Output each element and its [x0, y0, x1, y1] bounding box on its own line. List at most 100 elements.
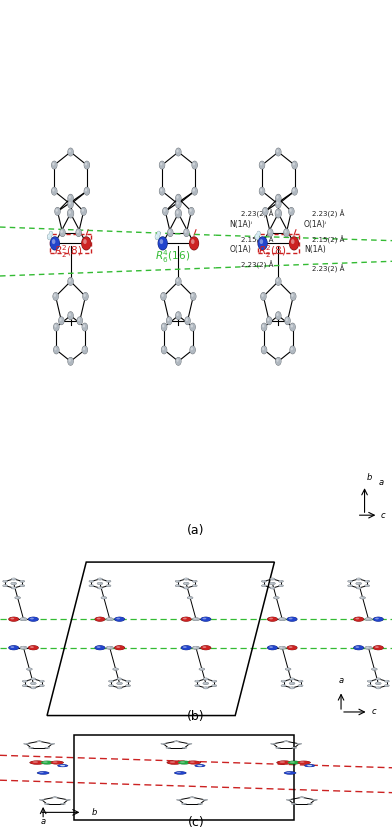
Circle shape: [20, 585, 22, 586]
Circle shape: [365, 580, 370, 583]
Circle shape: [189, 797, 195, 798]
Circle shape: [280, 647, 283, 648]
Circle shape: [176, 196, 179, 198]
Circle shape: [275, 311, 281, 320]
Circle shape: [260, 239, 263, 244]
Circle shape: [189, 208, 194, 215]
Text: $R^4_6(16)$: $R^4_6(16)$: [155, 248, 190, 266]
Circle shape: [289, 237, 299, 251]
Circle shape: [3, 584, 8, 587]
Circle shape: [293, 163, 295, 165]
Circle shape: [24, 743, 29, 745]
Circle shape: [20, 646, 27, 650]
Circle shape: [287, 646, 297, 650]
Circle shape: [189, 345, 196, 354]
Circle shape: [276, 148, 281, 156]
Circle shape: [167, 760, 182, 764]
Circle shape: [267, 229, 273, 237]
Circle shape: [77, 316, 83, 325]
Circle shape: [114, 645, 125, 650]
Circle shape: [166, 317, 172, 325]
Circle shape: [266, 316, 272, 325]
Circle shape: [159, 188, 165, 195]
Circle shape: [80, 207, 87, 216]
Circle shape: [199, 667, 205, 671]
Circle shape: [50, 232, 51, 234]
Circle shape: [114, 617, 125, 622]
Circle shape: [276, 313, 279, 316]
Circle shape: [175, 200, 181, 208]
Circle shape: [267, 646, 278, 650]
Circle shape: [356, 582, 362, 585]
Circle shape: [160, 292, 167, 300]
Circle shape: [262, 325, 264, 328]
Circle shape: [356, 587, 361, 589]
Circle shape: [191, 294, 194, 297]
Circle shape: [159, 187, 165, 196]
Circle shape: [361, 597, 363, 598]
Circle shape: [283, 229, 289, 237]
Circle shape: [117, 678, 122, 681]
Circle shape: [203, 618, 206, 619]
Circle shape: [276, 200, 281, 208]
Text: 2.23(2) Å: 2.23(2) Å: [241, 261, 274, 269]
Circle shape: [187, 760, 201, 764]
Circle shape: [50, 237, 60, 251]
Circle shape: [365, 580, 370, 583]
Circle shape: [47, 234, 51, 240]
Circle shape: [28, 617, 38, 622]
Circle shape: [278, 584, 284, 587]
Circle shape: [197, 764, 200, 766]
Circle shape: [353, 617, 364, 622]
Text: b: b: [367, 473, 372, 482]
Circle shape: [53, 797, 57, 798]
Circle shape: [291, 325, 293, 328]
Circle shape: [384, 685, 389, 686]
Circle shape: [185, 317, 191, 325]
Circle shape: [270, 582, 275, 585]
Circle shape: [84, 161, 90, 169]
Circle shape: [186, 318, 188, 321]
Circle shape: [160, 163, 162, 165]
Circle shape: [159, 161, 165, 169]
Circle shape: [53, 761, 58, 763]
Circle shape: [97, 578, 103, 580]
Text: 2.23(2) Å: 2.23(2) Å: [312, 265, 344, 273]
Circle shape: [67, 277, 74, 286]
Circle shape: [117, 686, 122, 689]
Circle shape: [376, 678, 381, 680]
Circle shape: [191, 239, 194, 244]
Circle shape: [194, 685, 200, 687]
Circle shape: [23, 685, 25, 686]
Circle shape: [30, 618, 34, 619]
Circle shape: [54, 294, 56, 297]
Circle shape: [20, 618, 27, 621]
Text: (c): (c): [188, 816, 204, 829]
Circle shape: [289, 682, 295, 685]
Circle shape: [286, 772, 291, 773]
Circle shape: [20, 580, 25, 583]
Circle shape: [181, 617, 191, 622]
Circle shape: [59, 228, 65, 237]
Circle shape: [162, 207, 169, 216]
Circle shape: [53, 323, 60, 331]
Circle shape: [365, 646, 372, 649]
Circle shape: [166, 316, 172, 325]
Circle shape: [258, 237, 267, 250]
Circle shape: [261, 323, 267, 331]
Circle shape: [365, 646, 372, 650]
Circle shape: [366, 647, 369, 648]
Circle shape: [298, 680, 303, 682]
Circle shape: [37, 740, 42, 742]
Circle shape: [182, 747, 187, 749]
Circle shape: [292, 161, 298, 169]
Circle shape: [175, 209, 181, 217]
Circle shape: [163, 208, 168, 215]
Circle shape: [365, 584, 370, 587]
Circle shape: [191, 292, 196, 300]
Circle shape: [161, 743, 166, 745]
Circle shape: [54, 325, 56, 328]
Circle shape: [175, 357, 181, 366]
Circle shape: [82, 346, 88, 354]
Circle shape: [117, 682, 122, 685]
